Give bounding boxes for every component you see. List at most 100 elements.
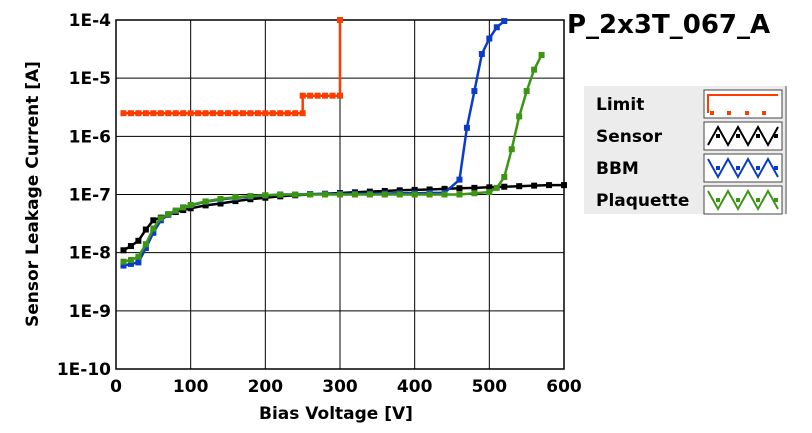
data-point	[478, 51, 485, 58]
data-point	[531, 182, 538, 189]
data-point	[426, 191, 433, 198]
legend-label-limit: Limit	[596, 95, 644, 115]
y-tick-label: 1E-4	[69, 11, 111, 31]
legend-marker	[756, 166, 760, 170]
data-point	[501, 18, 508, 25]
data-point	[523, 88, 530, 95]
y-tick-label: 1E-8	[69, 244, 111, 264]
data-point	[516, 113, 523, 120]
data-point	[239, 110, 246, 117]
legend-marker	[736, 134, 740, 138]
y-tick-label: 1E-6	[69, 127, 111, 147]
data-point	[538, 52, 545, 59]
data-point	[284, 110, 291, 117]
data-point	[225, 110, 231, 117]
legend-label-plaquette: Plaquette	[596, 191, 689, 211]
data-point	[247, 110, 254, 117]
data-point	[501, 183, 508, 190]
data-point	[337, 92, 343, 99]
data-point	[441, 191, 448, 198]
legend-marker	[716, 166, 720, 170]
data-point	[292, 191, 299, 198]
x-tick-label: 100	[173, 377, 209, 397]
data-point	[307, 92, 314, 99]
data-point	[165, 211, 172, 218]
legend-marker	[762, 111, 766, 115]
legend-marker	[736, 198, 740, 202]
data-point	[165, 110, 172, 117]
legend: Limit Sensor BBM Plaquette	[584, 86, 787, 215]
legend-line	[707, 156, 779, 180]
data-point	[463, 124, 470, 131]
y-tick-label: 1E-7	[69, 186, 111, 206]
legend-marker	[756, 134, 760, 138]
data-point	[247, 193, 254, 200]
data-point	[262, 192, 269, 199]
data-point	[127, 110, 134, 117]
data-point	[172, 110, 179, 117]
data-point	[508, 146, 515, 153]
data-point	[471, 184, 478, 191]
data-point	[351, 191, 358, 198]
data-point	[561, 182, 567, 189]
legend-marker	[774, 198, 778, 202]
data-point	[180, 110, 187, 117]
data-point	[546, 182, 553, 189]
data-point	[142, 110, 149, 117]
legend-marker	[710, 111, 714, 115]
y-tick-label: 1E-5	[69, 69, 111, 89]
legend-marker	[716, 198, 720, 202]
data-point	[411, 186, 418, 193]
data-point	[493, 184, 500, 191]
data-point	[277, 191, 284, 198]
legend-marker	[727, 111, 731, 115]
x-tick-label: 600	[546, 377, 582, 397]
data-point	[232, 198, 239, 205]
data-point	[150, 225, 157, 232]
data-point	[299, 110, 306, 117]
series-group	[120, 17, 567, 269]
data-point	[299, 92, 306, 99]
data-point	[232, 194, 239, 201]
data-point	[135, 110, 142, 117]
data-point	[157, 215, 164, 222]
x-tick-label: 300	[322, 377, 358, 397]
legend-marker	[756, 198, 760, 202]
data-point	[142, 226, 149, 233]
legend-marker	[736, 166, 740, 170]
data-point	[202, 202, 209, 209]
data-point	[262, 110, 269, 117]
data-point	[493, 24, 500, 31]
legend-label-bbm: BBM	[596, 159, 639, 179]
data-point	[202, 110, 209, 117]
data-point	[337, 17, 343, 23]
data-point	[322, 92, 329, 99]
series-plaquette	[120, 52, 545, 265]
data-point	[150, 229, 157, 236]
grid	[116, 20, 564, 369]
data-point	[135, 253, 142, 260]
data-point	[120, 262, 127, 269]
data-point	[329, 92, 336, 99]
series-limit	[120, 17, 343, 117]
data-point	[217, 195, 224, 202]
legend-line	[707, 124, 779, 148]
data-point	[135, 237, 142, 244]
legend-marker	[745, 111, 749, 115]
data-point	[456, 176, 463, 183]
data-point	[426, 186, 433, 193]
data-point	[314, 92, 321, 99]
data-point	[516, 183, 523, 190]
data-point	[337, 191, 343, 198]
data-point	[217, 200, 224, 207]
data-point	[486, 184, 493, 191]
data-point	[441, 185, 448, 192]
data-point	[217, 110, 224, 117]
data-point	[486, 189, 493, 196]
data-point	[292, 110, 299, 117]
data-point	[322, 191, 329, 198]
x-axis-label: Bias Voltage [V]	[259, 404, 413, 424]
data-point	[195, 110, 202, 117]
data-point	[277, 110, 284, 117]
